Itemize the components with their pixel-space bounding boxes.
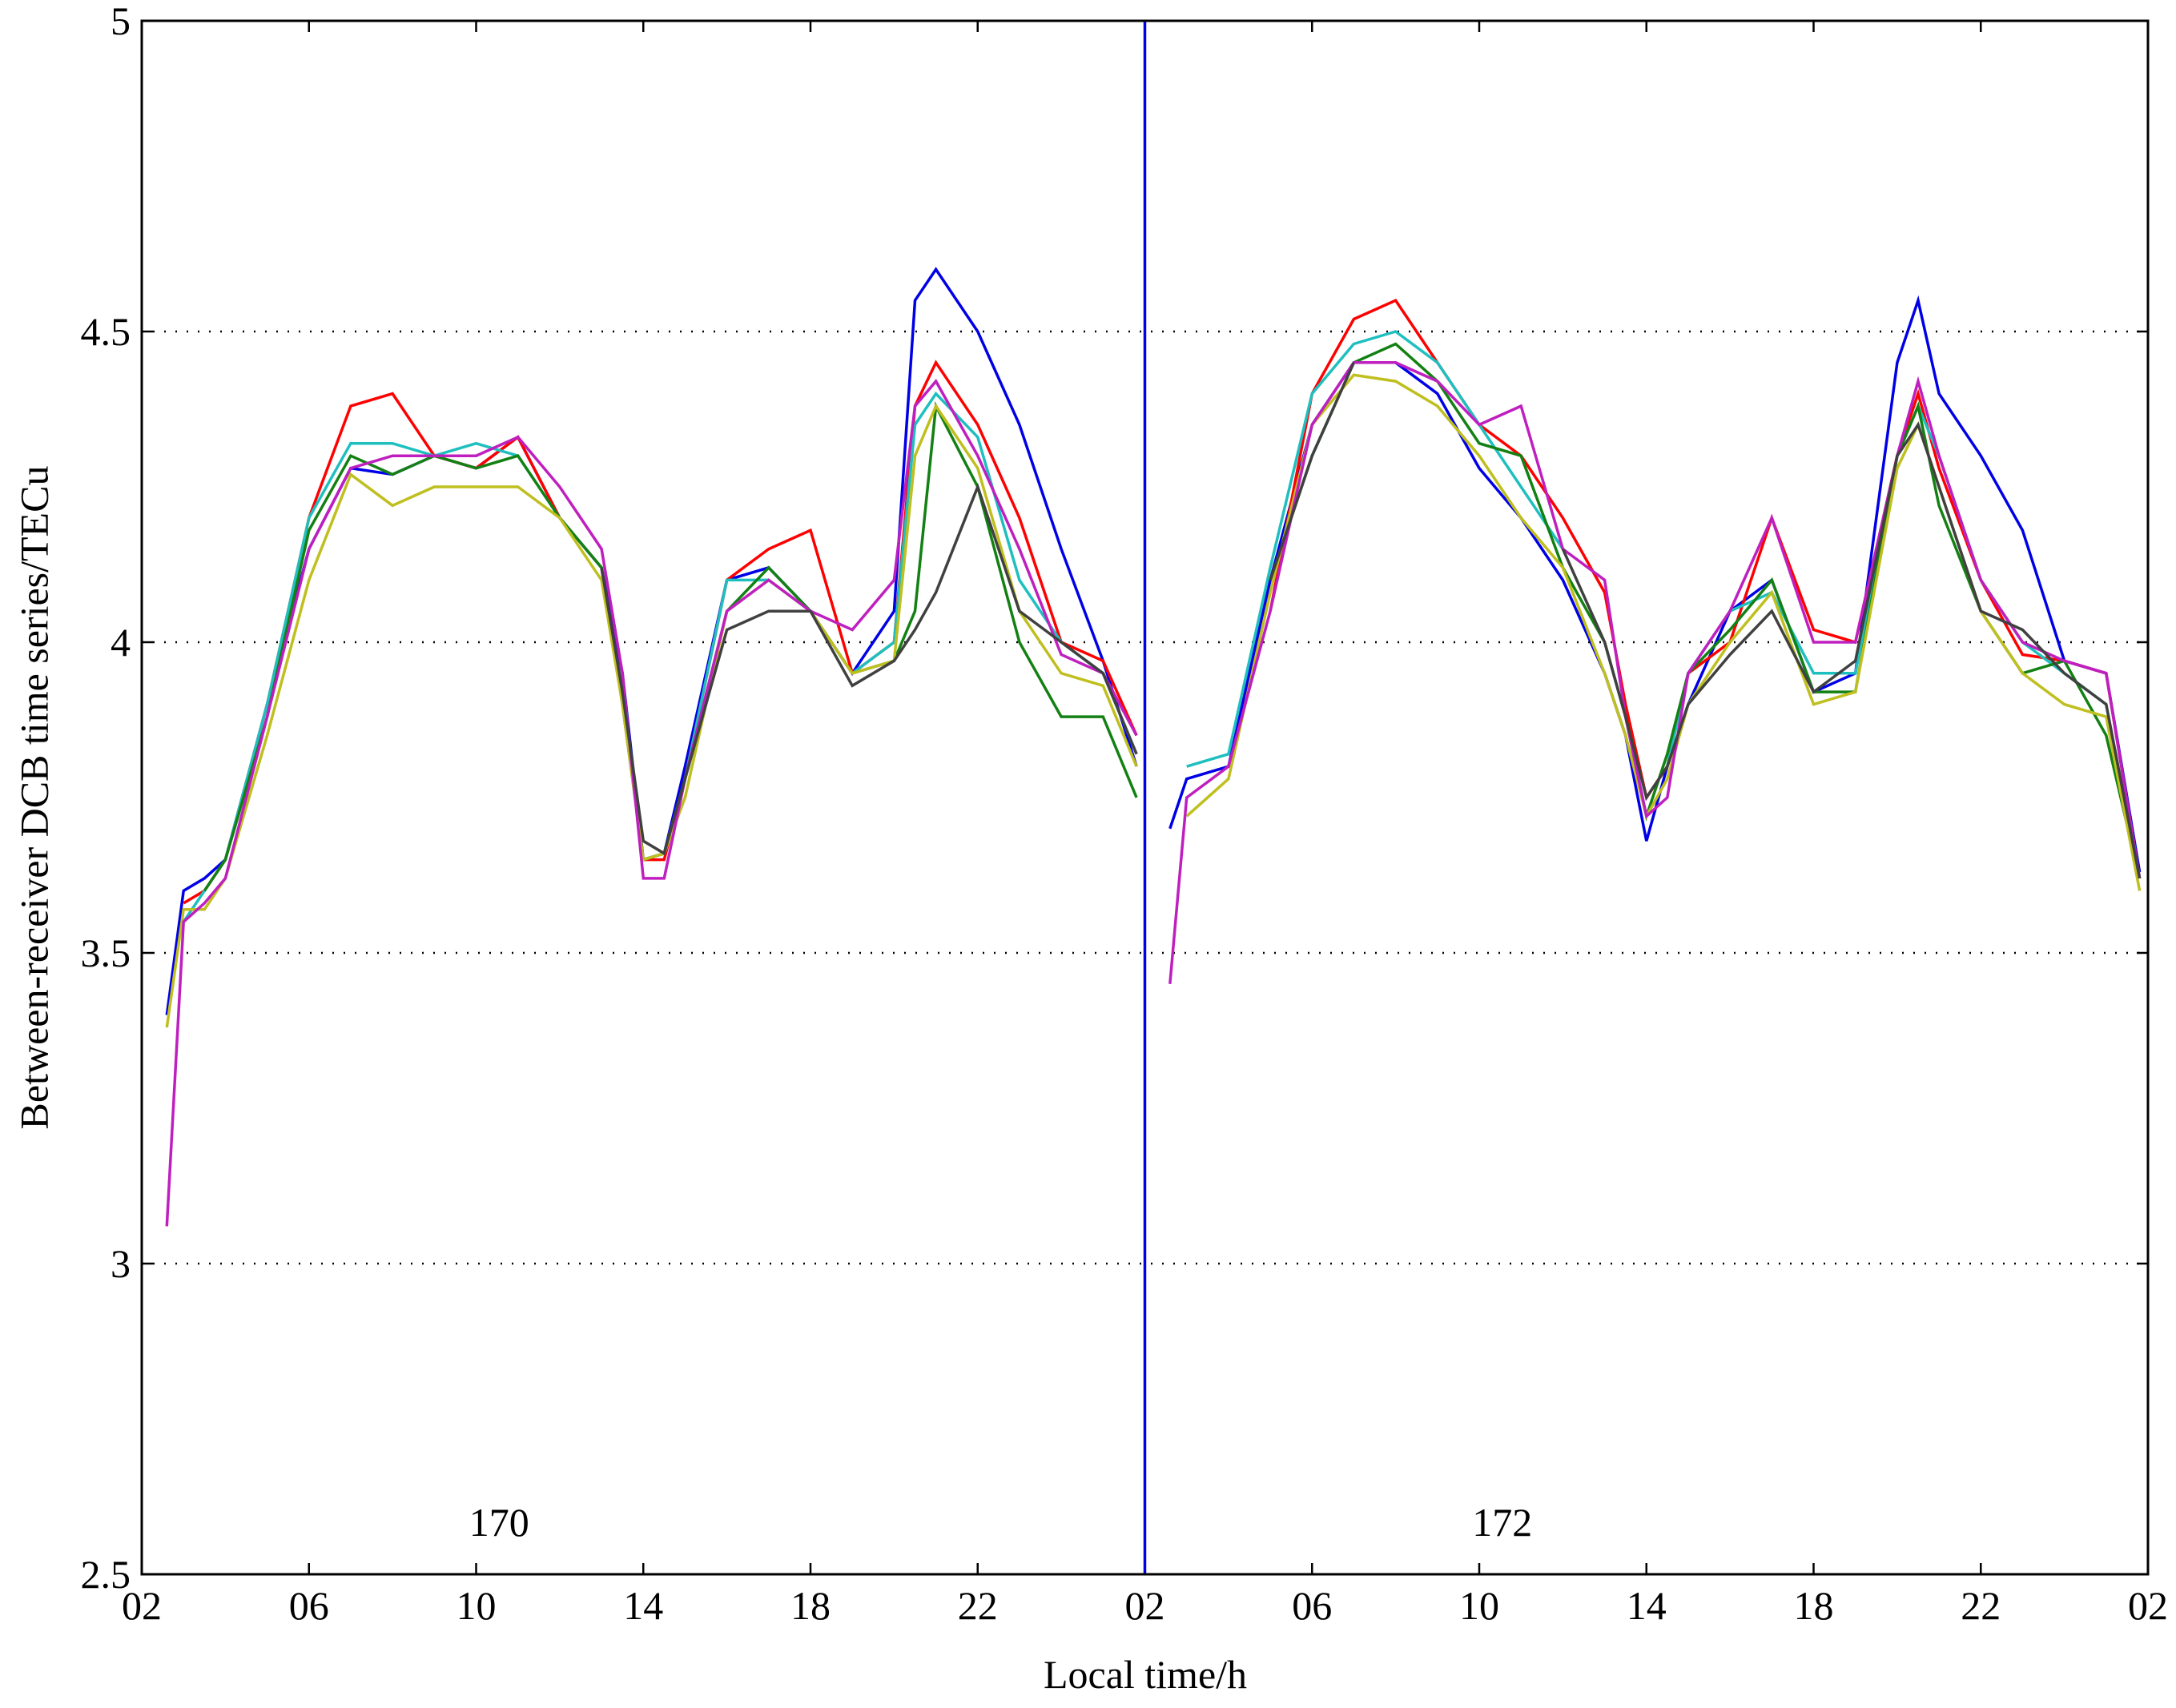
y-axis-label: Between-receiver DCB time series/TECu [11, 466, 56, 1130]
x-tick-label: 10 [1459, 1583, 1499, 1628]
x-tick-label: 06 [289, 1583, 329, 1628]
series-line [165, 373, 2142, 1028]
y-tick-label: 4.5 [81, 309, 131, 354]
x-tick-label: 02 [2128, 1583, 2168, 1628]
series-line [203, 342, 2142, 892]
x-axis-label: Local time/h [1044, 1652, 1247, 1697]
series-line [182, 330, 2142, 923]
x-tick-label: 02 [122, 1583, 162, 1628]
x-tick-label: 14 [623, 1583, 663, 1628]
series-line [165, 361, 2142, 1227]
day-annotation: 170 [469, 1500, 529, 1545]
y-tick-label: 3.5 [81, 930, 131, 975]
x-tick-label: 14 [1627, 1583, 1667, 1628]
series-line [183, 299, 2142, 905]
x-tick-label: 10 [457, 1583, 497, 1628]
series-line [600, 362, 2142, 879]
plot-frame [140, 19, 2150, 1576]
y-tick-label: 3 [111, 1241, 131, 1286]
y-tick-label: 4 [111, 620, 131, 665]
day-annotation: 172 [1472, 1500, 1532, 1545]
x-tick-label: 18 [1794, 1583, 1834, 1628]
x-tick-label: 06 [1292, 1583, 1332, 1628]
x-tick-label: 22 [958, 1583, 998, 1628]
x-tick-label: 02 [1125, 1583, 1165, 1628]
x-tick-label: 18 [790, 1583, 831, 1628]
y-tick-label: 5 [111, 0, 131, 43]
y-tick-label: 2.5 [81, 1552, 131, 1597]
x-tick-label: 22 [1961, 1583, 2001, 1628]
